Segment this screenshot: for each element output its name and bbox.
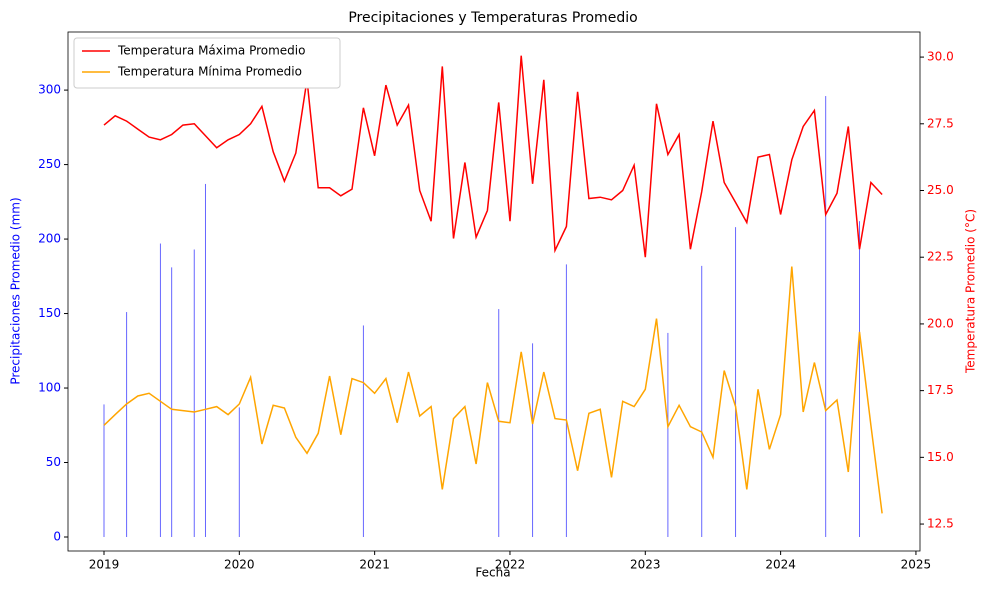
x-tick-label: 2022 xyxy=(495,558,526,572)
y2-tick-label: 17.5 xyxy=(927,383,954,397)
bar xyxy=(362,325,364,537)
bar xyxy=(238,407,240,537)
bar xyxy=(565,264,567,537)
y-tick-label: 250 xyxy=(38,157,61,171)
y-tick-label: 150 xyxy=(38,306,61,320)
legend-label: Temperatura Mínima Promedio xyxy=(117,65,302,79)
chart-title: Precipitaciones y Temperaturas Promedio xyxy=(348,10,637,26)
y2-tick-label: 25.0 xyxy=(927,183,954,197)
bar xyxy=(204,183,206,537)
y2-tick-label: 20.0 xyxy=(927,316,954,330)
bar xyxy=(103,404,105,537)
y-tick-label: 0 xyxy=(53,529,61,543)
bar xyxy=(126,312,128,537)
line-series xyxy=(103,266,883,514)
legend-label: Temperatura Máxima Promedio xyxy=(117,44,305,58)
bar xyxy=(171,267,173,537)
x-tick-label: 2025 xyxy=(901,558,932,572)
y2-tick-label: 22.5 xyxy=(927,250,954,264)
line-series xyxy=(103,55,883,258)
x-tick-label: 2020 xyxy=(224,558,255,572)
y2-tick-label: 30.0 xyxy=(927,50,954,64)
bar xyxy=(701,265,703,537)
x-tick-label: 2021 xyxy=(359,558,390,572)
bar xyxy=(859,221,861,537)
bar xyxy=(667,332,669,537)
y-tick-label: 50 xyxy=(46,455,61,469)
plot-frame xyxy=(67,31,921,552)
y2-axis-label: Temperatura Promedio (°C) xyxy=(964,209,978,374)
bar xyxy=(159,243,161,537)
x-tick-label: 2024 xyxy=(765,558,796,572)
y-tick-label: 100 xyxy=(38,381,61,395)
y2-tick-label: 12.5 xyxy=(927,517,954,531)
bar xyxy=(498,309,500,537)
bar xyxy=(193,249,195,537)
y2-tick-label: 27.5 xyxy=(927,116,954,130)
y-axis-label: Precipitaciones Promedio (mm) xyxy=(9,197,23,384)
x-tick-label: 2023 xyxy=(630,558,661,572)
y-tick-label: 300 xyxy=(38,83,61,97)
x-axis-label: Fecha xyxy=(475,566,510,580)
y-tick-label: 200 xyxy=(38,232,61,246)
bar xyxy=(532,343,534,537)
legend-box xyxy=(73,37,341,89)
bar xyxy=(825,96,827,537)
bar xyxy=(735,227,737,537)
x-tick-label: 2019 xyxy=(89,558,120,572)
y2-tick-label: 15.0 xyxy=(927,450,954,464)
